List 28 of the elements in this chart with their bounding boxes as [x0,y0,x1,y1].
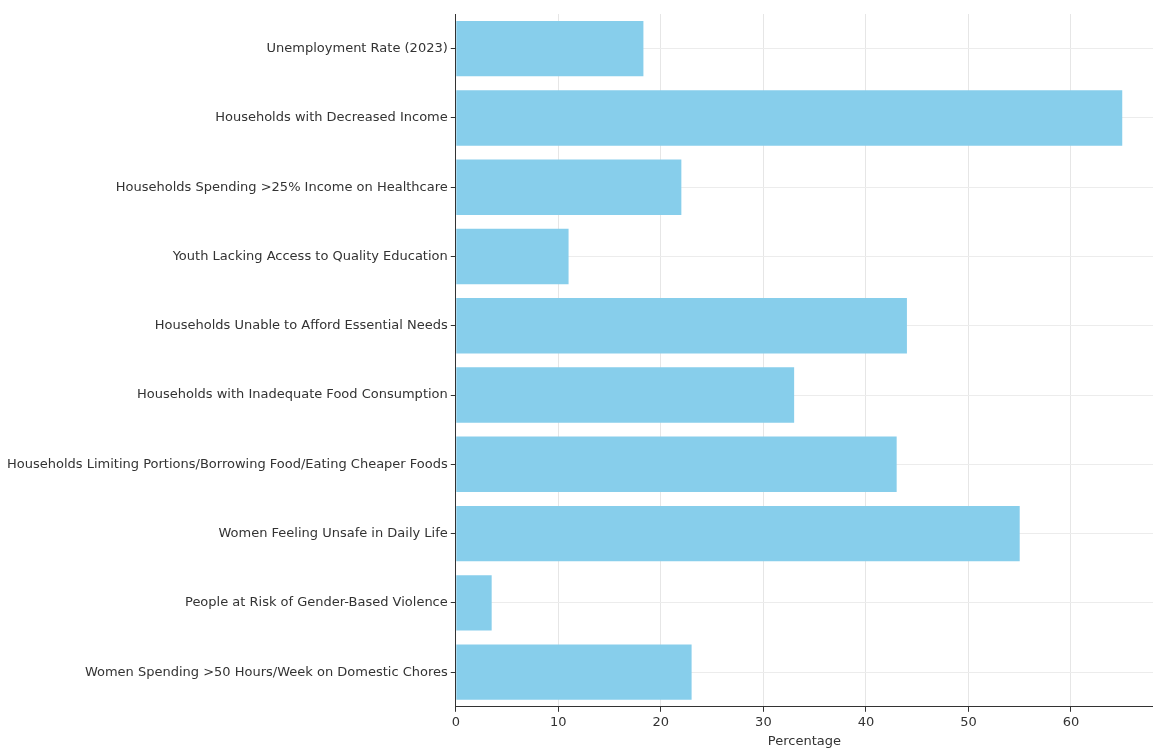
x-tick-label: 20 [652,713,670,729]
x-tick-label: 0 [451,713,460,729]
y-tick-label: People at Risk of Gender-Based Violence [185,594,448,610]
y-tick-label: Women Feeling Unsafe in Daily Life [218,524,448,540]
bar [456,159,682,215]
bar [456,644,692,700]
bar [456,228,569,285]
x-tick-label: 60 [1062,713,1080,729]
bar [456,367,795,423]
y-tick-label: Households with Decreased Income [215,109,448,125]
y-tick-label: Unemployment Rate (2023) [266,40,448,56]
x-axis-title: Percentage [767,732,841,748]
bar [456,505,1020,562]
x-tick-label: 30 [755,713,772,729]
y-tick-label: Youth Lacking Access to Quality Education [171,247,448,263]
x-tick-label: 10 [550,713,567,729]
bar [456,20,644,77]
y-tick-label: Households with Inadequate Food Consumption [136,386,448,402]
bar [456,575,492,631]
y-tick-label: Women Spending >50 Hours/Week on Domestic Chores [84,663,448,679]
bar [456,436,897,493]
bar [456,90,1123,146]
x-tick-label: 40 [857,713,875,729]
y-tick-label: Households Limiting Portions/Borrowing Food/Eating Cheaper Foods [7,455,449,471]
y-tick-label: Households Unable to Afford Essential Needs [154,317,448,333]
y-tick-label: Households Spending >25% Income on Healthcare [115,178,448,194]
bar [456,298,907,354]
x-tick-label: 50 [960,713,977,729]
